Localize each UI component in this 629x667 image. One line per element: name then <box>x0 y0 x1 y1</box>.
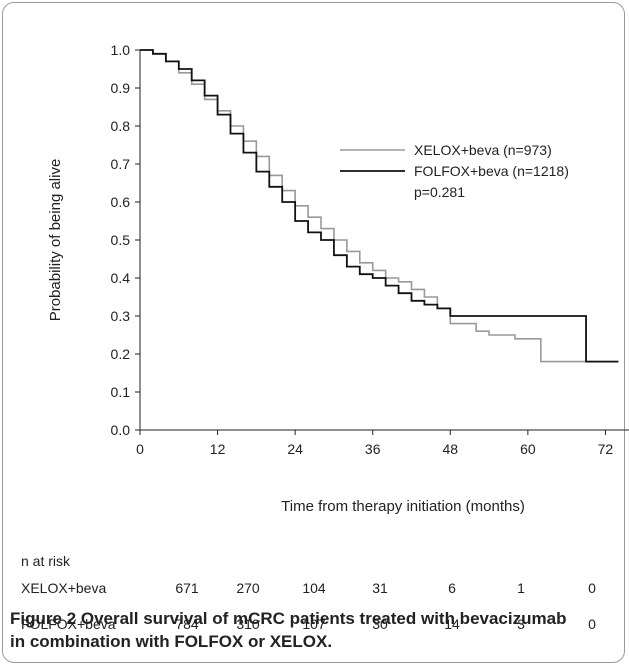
at-risk-title: n at risk <box>21 553 71 569</box>
series-line-folfox <box>140 49 619 363</box>
at-risk-row-label: XELOX+beva <box>21 580 107 596</box>
at-risk-value: 0 <box>588 580 596 596</box>
chart-curves <box>140 49 619 363</box>
at-risk-value: 14 <box>444 616 460 632</box>
y-tick-label: 0.3 <box>111 308 131 324</box>
y-tick-label: 1.0 <box>111 42 131 58</box>
x-tick-label: 48 <box>442 441 458 457</box>
at-risk-value: 310 <box>236 616 260 632</box>
y-tick-label: 0.7 <box>111 156 131 172</box>
at-risk-value: 107 <box>302 616 326 632</box>
chart-ticks: 0.0 0.1 0.2 0.3 0.4 0.5 0.6 0.7 0.8 0.9 1.0 0 12 24 36… <box>111 42 614 457</box>
x-tick-label: 60 <box>520 441 536 457</box>
x-tick-label: 24 <box>287 441 303 457</box>
at-risk-value: 31 <box>372 580 388 596</box>
y-tick-label: 0.9 <box>111 80 131 96</box>
legend-label: FOLFOX+beva (n=1218) <box>414 163 569 179</box>
y-tick-label: 0.1 <box>111 384 131 400</box>
figure-caption: Figure 2 Overall survival of mCRC patien… <box>10 607 570 653</box>
at-risk-value: 6 <box>448 580 456 596</box>
series-line-xelox <box>140 49 619 363</box>
at-risk-value: 671 <box>175 580 199 596</box>
y-tick-label: 0.2 <box>111 346 131 362</box>
x-tick-label: 12 <box>210 441 226 457</box>
x-axis-label: Time from therapy initiation (months) <box>281 498 525 515</box>
x-tick-label: 72 <box>598 441 614 457</box>
p-value-label: p=0.281 <box>414 184 465 200</box>
chart-legend: XELOX+beva (n=973) FOLFOX+beva (n=1218) p=… <box>340 142 569 200</box>
y-tick-label: 0.8 <box>111 118 131 134</box>
x-tick-label: 0 <box>136 441 144 457</box>
legend-label: XELOX+beva (n=973) <box>414 142 552 158</box>
at-risk-value: 104 <box>302 580 326 596</box>
y-tick-label: 0.5 <box>111 232 131 248</box>
at-risk-value: 30 <box>372 616 388 632</box>
at-risk-value: 1 <box>517 580 525 596</box>
chart-axes <box>139 50 629 431</box>
y-tick-label: 0.4 <box>111 270 131 286</box>
at-risk-value: 784 <box>175 616 199 632</box>
caption-label: Figure 2 <box>10 609 77 628</box>
at-risk-value: 270 <box>236 580 260 596</box>
survival-chart: 0.0 0.1 0.2 0.3 0.4 0.5 0.6 0.7 0.8 0.9 1.0 0 12 24 36… <box>47 42 629 515</box>
at-risk-row-label: FOLFOX+beva <box>21 616 116 632</box>
at-risk-value: 3 <box>517 616 525 632</box>
y-tick-label: 0.0 <box>111 422 131 438</box>
y-axis-label: Probability of being alive <box>47 159 64 322</box>
at-risk-value: 0 <box>588 616 596 632</box>
caption-text: Overall survival of mCRC patients treate… <box>10 609 567 651</box>
x-tick-label: 36 <box>365 441 381 457</box>
y-tick-label: 0.6 <box>111 194 131 210</box>
